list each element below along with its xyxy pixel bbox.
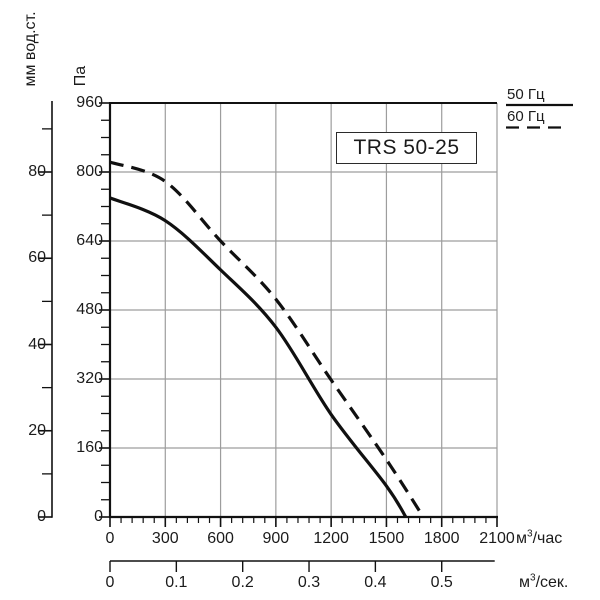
flow-hour-tick-label: 0 — [105, 530, 115, 547]
y-axis-title-pascal: Па — [72, 65, 89, 87]
mm-tick-label: 20 — [28, 421, 46, 439]
y-axis-title-mm-water: мм вод.ст. — [22, 11, 39, 87]
pa-tick-label: 960 — [76, 94, 103, 111]
flow-hour-tick-label: 1800 — [423, 530, 460, 547]
pa-tick-label: 0 — [94, 508, 103, 525]
curve-60hz — [109, 160, 425, 518]
legend-label-50hz: 50 Гц — [507, 86, 545, 103]
model-title: TRS 50-25 — [353, 136, 460, 159]
mm-tick-label: 60 — [28, 249, 46, 267]
flow-sec-tick-label: 0.1 — [165, 574, 188, 591]
pa-tick-label: 800 — [76, 163, 103, 180]
flow-sec-tick-label: 0.4 — [364, 574, 387, 591]
flow-hour-tick-label: 1500 — [368, 530, 405, 547]
flow-hour-tick-label: 300 — [151, 530, 179, 547]
pa-tick-label: 640 — [76, 232, 103, 249]
x-axis-unit-m3-per-second: м3/сек. — [519, 572, 569, 591]
legend-label-60hz: 60 Гц — [507, 108, 545, 125]
flow-hour-tick-label: 2100 — [479, 530, 515, 547]
flow-sec-tick-label: 0.5 — [430, 574, 453, 591]
model-title-box: TRS 50-25 — [336, 132, 477, 164]
flow-hour-tick-label: 600 — [207, 530, 234, 547]
flow-sec-tick-label: 0 — [105, 574, 115, 591]
pa-tick-label: 320 — [76, 370, 103, 387]
mm-tick-label: 40 — [28, 335, 46, 353]
x-axis-unit-m3-per-hour: м3/час — [516, 528, 563, 547]
flow-hour-tick-label: 1200 — [313, 530, 349, 547]
mm-tick-label: 80 — [28, 163, 46, 180]
pa-tick-label: 160 — [76, 439, 103, 456]
flow-hour-tick-label: 900 — [262, 530, 290, 547]
flow-sec-tick-label: 0.3 — [297, 574, 321, 591]
curve-50hz — [109, 196, 408, 518]
flow-sec-tick-label: 0.2 — [231, 574, 254, 591]
mm-tick-label: 0 — [37, 508, 46, 525]
pa-tick-label: 480 — [76, 301, 103, 318]
